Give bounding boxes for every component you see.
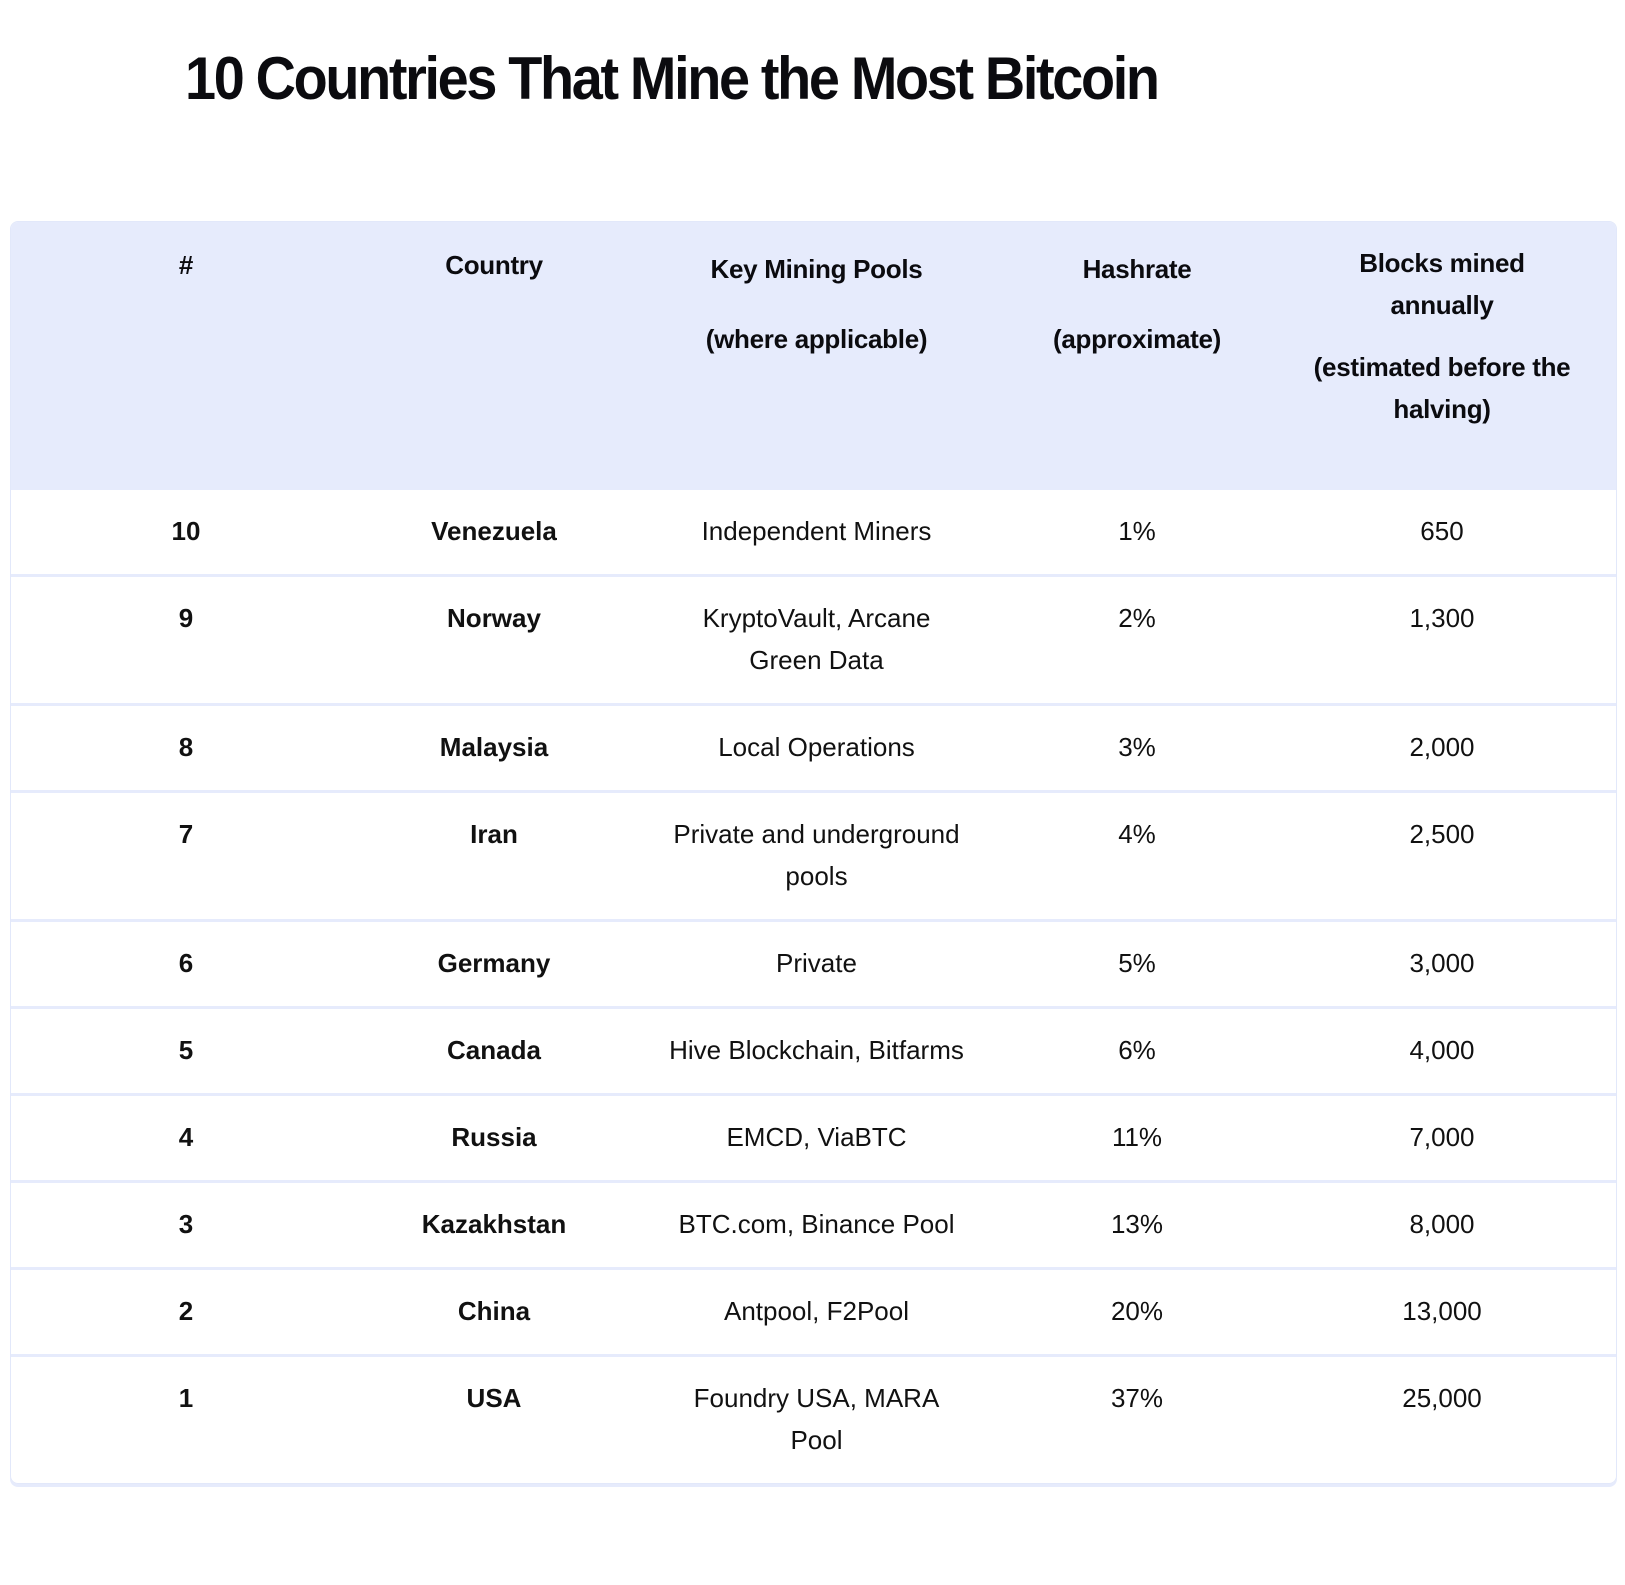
rank-cell: 8 [178, 731, 194, 762]
country-cell: USA [466, 1382, 522, 1413]
mining-countries-table: # Country Key Mining Pools (where applic… [10, 221, 1617, 1484]
country-cell: Malaysia [439, 731, 549, 762]
header-pools: Key Mining Pools (where applicable) [627, 222, 1006, 488]
table-row: 1 USA Foundry USA, MARA Pool 37% 25,000 [11, 1355, 1616, 1483]
blocks-mined-cell: 3,000 [1409, 947, 1475, 978]
rank-cell: 5 [178, 1034, 194, 1065]
mining-pools-cell: Hive Blockchain, Bitfarms [669, 1034, 964, 1065]
country-cell: Norway [447, 602, 541, 633]
rank-cell: 1 [178, 1382, 194, 1413]
mining-pools-cell: Local Operations [718, 731, 915, 762]
table-row: 2 China Antpool, F2Pool 20% 13,000 [11, 1268, 1616, 1355]
header-sublabel: (where applicable) [705, 324, 928, 354]
header-label: Hashrate [1082, 254, 1192, 284]
rank-cell: 4 [178, 1121, 194, 1152]
country-cell: Kazakhstan [421, 1208, 567, 1239]
hashrate-cell: 3% [1118, 731, 1156, 762]
country-cell: Canada [447, 1034, 541, 1065]
mining-pools-cell: KryptoVault, Arcane Green Data [702, 602, 931, 675]
rank-cell: 9 [178, 602, 194, 633]
blocks-mined-cell: 1,300 [1409, 602, 1475, 633]
mining-pools-cell: Private and underground pools [673, 818, 960, 891]
table-row: 7 Iran Private and underground pools 4% 2,50… [11, 791, 1616, 920]
mining-pools-cell: Private [776, 947, 857, 978]
country-cell: Germany [437, 947, 551, 978]
rank-cell: 2 [178, 1295, 194, 1326]
table-row: 8 Malaysia Local Operations 3% 2,000 [11, 704, 1616, 791]
table-row: 10 Venezuela Independent Miners 1% 650 [11, 488, 1616, 575]
rank-cell: 6 [178, 947, 194, 978]
mining-pools-cell: Antpool, F2Pool [723, 1295, 909, 1326]
table-row: 9 Norway KryptoVault, Arcane Green Data 2% 1… [11, 575, 1616, 704]
table-body: 10 Venezuela Independent Miners 1% 650 9 Norwa… [11, 488, 1616, 1483]
header-label: Country [445, 250, 543, 280]
table-header: # Country Key Mining Pools (where applic… [11, 222, 1616, 488]
header-label: Blocks mined annually [1359, 248, 1525, 320]
header-country: Country [361, 222, 627, 488]
rank-cell: 7 [178, 818, 194, 849]
blocks-mined-cell: 13,000 [1402, 1295, 1482, 1326]
country-cell: Iran [470, 818, 518, 849]
hashrate-cell: 37% [1110, 1382, 1164, 1413]
hashrate-cell: 20% [1110, 1295, 1164, 1326]
mining-pools-cell: BTC.com, Binance Pool [678, 1208, 955, 1239]
blocks-mined-cell: 2,500 [1409, 818, 1475, 849]
header-hashrate: Hashrate (approximate) [1006, 222, 1268, 488]
country-cell: China [457, 1295, 531, 1326]
table-row: 3 Kazakhstan BTC.com, Binance Pool 13% 8,000 [11, 1181, 1616, 1268]
blocks-mined-cell: 7,000 [1409, 1121, 1475, 1152]
header-sublabel: (estimated before the halving) [1313, 352, 1571, 424]
table-row: 4 Russia EMCD, ViaBTC 11% 7,000 [11, 1094, 1616, 1181]
hashrate-cell: 4% [1118, 818, 1156, 849]
mining-pools-cell: Foundry USA, MARA Pool [693, 1382, 940, 1455]
hashrate-cell: 1% [1118, 515, 1156, 546]
header-rank: # [11, 222, 361, 488]
rank-cell: 10 [171, 515, 201, 546]
page-title: 10 Countries That Mine the Most Bitcoin [185, 45, 1160, 113]
hashrate-cell: 5% [1118, 947, 1156, 978]
header-sublabel: (approximate) [1052, 324, 1222, 354]
hashrate-cell: 6% [1118, 1034, 1156, 1065]
country-cell: Venezuela [431, 515, 557, 546]
hashrate-cell: 11% [1111, 1121, 1163, 1152]
country-cell: Russia [451, 1121, 537, 1152]
hashrate-cell: 13% [1110, 1208, 1164, 1239]
blocks-mined-cell: 25,000 [1402, 1382, 1482, 1413]
hashrate-cell: 2% [1118, 602, 1156, 633]
header-label: Key Mining Pools [710, 254, 923, 284]
blocks-mined-cell: 8,000 [1409, 1208, 1475, 1239]
rank-cell: 3 [178, 1208, 194, 1239]
blocks-mined-cell: 2,000 [1409, 731, 1475, 762]
blocks-mined-cell: 4,000 [1409, 1034, 1475, 1065]
header-blocks: Blocks mined annually (estimated before … [1268, 222, 1616, 488]
mining-pools-cell: Independent Miners [701, 515, 932, 546]
table-row: 5 Canada Hive Blockchain, Bitfarms 6% 4,000 [11, 1007, 1616, 1094]
header-label: # [178, 250, 194, 280]
mining-pools-cell: EMCD, ViaBTC [726, 1121, 907, 1152]
blocks-mined-cell: 650 [1420, 515, 1464, 546]
table-row: 6 Germany Private 5% 3,000 [11, 920, 1616, 1007]
